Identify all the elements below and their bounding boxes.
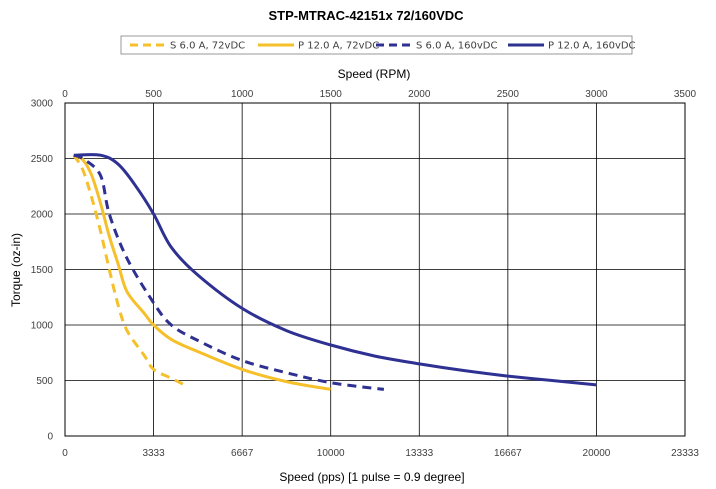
series-line-3 — [73, 153, 385, 391]
series-line-4 — [73, 153, 597, 387]
plot-area-border — [64, 102, 686, 437]
x-tick-label: 16667 — [494, 448, 522, 459]
x-tick-label: 13333 — [405, 448, 433, 459]
x-tick-label: 6667 — [231, 448, 254, 459]
x-ticks: 0 3333 6667 10000 13333 16667 20000 23333 — [62, 448, 699, 459]
y-tick-label: 2500 — [31, 154, 54, 165]
legend-label-1: S 6.0 A, 72vDC — [170, 41, 245, 52]
x-tick-label: 3333 — [142, 448, 165, 459]
x2-tick-label: 0 — [62, 89, 68, 100]
y-tick-label: 1500 — [31, 265, 54, 276]
x2-axis-title: Speed (RPM) — [338, 67, 411, 81]
y-tick-label: 2000 — [31, 210, 54, 221]
y-tick-label: 1000 — [31, 321, 54, 332]
chart-title: STP-MTRAC-42151x 72/160VDC — [268, 8, 464, 23]
y-axis-title: Torque (oz-in) — [9, 233, 23, 307]
x2-tick-label: 3000 — [585, 89, 608, 100]
x2-tick-label: 1000 — [231, 89, 254, 100]
x-tick-label: 20000 — [583, 448, 611, 459]
legend-label-2: P 12.0 A, 72vDC — [298, 41, 379, 52]
y-tick-label: 3000 — [31, 99, 54, 110]
series-lines — [72, 153, 597, 391]
x2-tick-label: 2000 — [408, 89, 431, 100]
x-axis-title: Speed (pps) [1 pulse = 0.9 degree] — [279, 470, 464, 484]
x2-tick-label: 3500 — [674, 89, 697, 100]
x-tick-label: 10000 — [317, 448, 345, 459]
legend-items: S 6.0 A, 72vDC P 12.0 A, 72vDC S 6.0 A, 16… — [130, 41, 636, 52]
x2-tick-label: 500 — [145, 89, 162, 100]
y-tick-label: 500 — [36, 376, 53, 387]
grid — [65, 103, 685, 436]
x2-ticks: 0 500 1000 1500 2000 2500 3000 3500 — [62, 89, 696, 100]
x-tick-label: 0 — [62, 448, 68, 459]
legend-label-4: P 12.0 A, 160vDC — [548, 41, 636, 52]
x2-tick-label: 2500 — [497, 89, 520, 100]
series-line-2 — [73, 153, 331, 391]
x-tick-label: 23333 — [671, 448, 699, 459]
y-ticks: 0 500 1000 1500 2000 2500 3000 — [31, 99, 54, 443]
legend-label-3: S 6.0 A, 160vDC — [416, 41, 498, 52]
legend: S 6.0 A, 72vDC P 12.0 A, 72vDC S 6.0 A, 16… — [120, 35, 636, 55]
y-tick-label: 0 — [47, 432, 53, 443]
x2-tick-label: 1500 — [320, 89, 343, 100]
series-line-1 — [72, 154, 186, 387]
